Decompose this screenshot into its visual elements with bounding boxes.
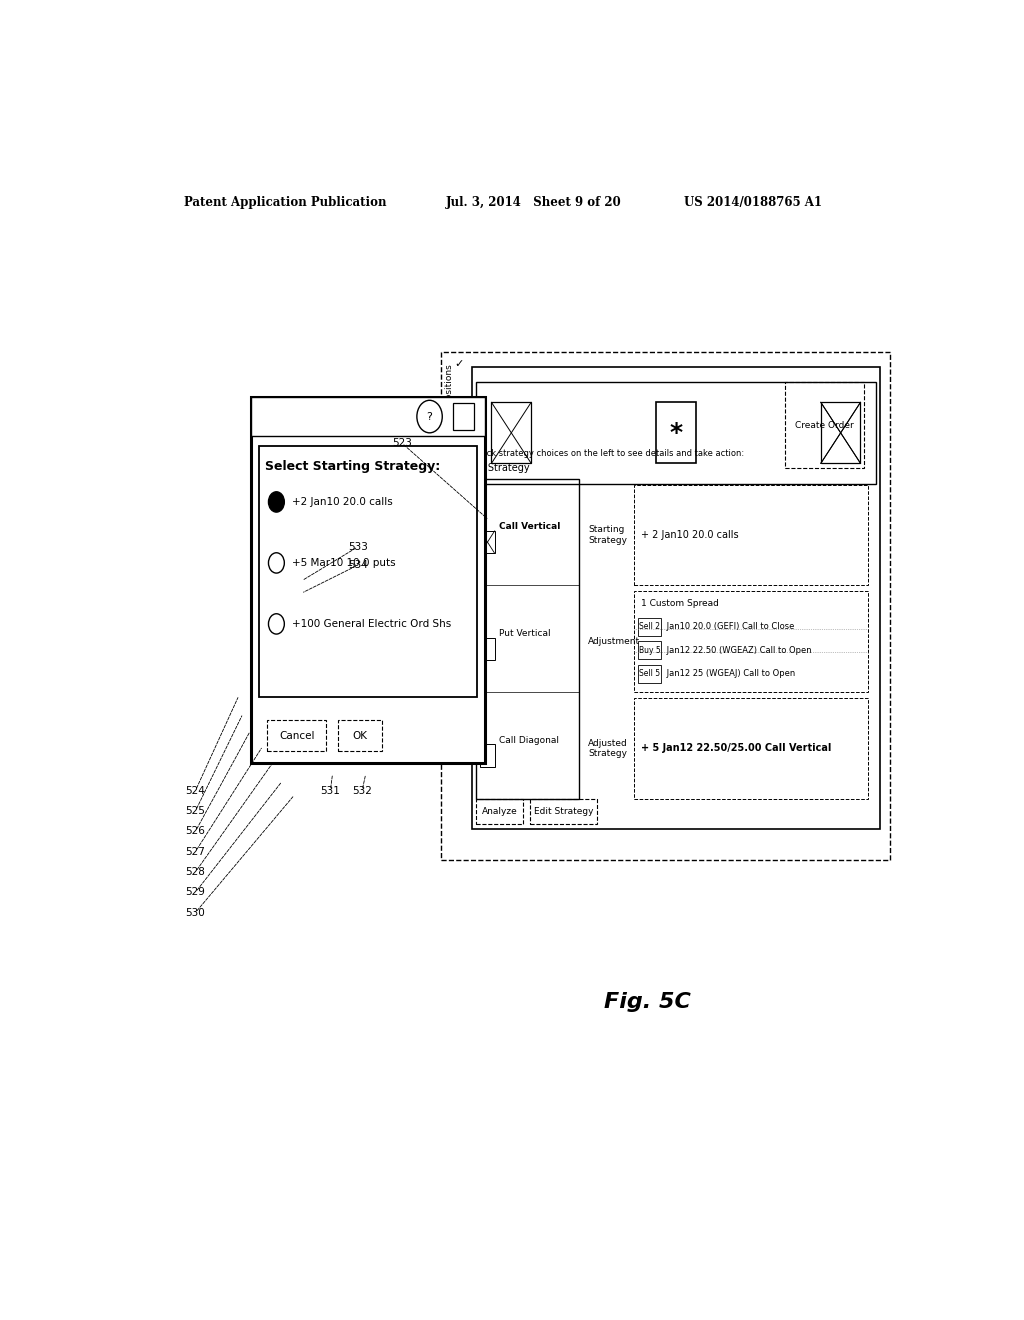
Text: 525: 525 <box>185 807 206 816</box>
FancyBboxPatch shape <box>338 721 382 751</box>
Text: 533: 533 <box>348 541 368 552</box>
Text: ✓: ✓ <box>455 359 464 368</box>
FancyBboxPatch shape <box>251 397 485 763</box>
Text: + 5 Jan12 22.50/25.00 Call Vertical: + 5 Jan12 22.50/25.00 Call Vertical <box>641 743 831 754</box>
FancyBboxPatch shape <box>267 721 327 751</box>
FancyBboxPatch shape <box>259 446 477 697</box>
Text: 529: 529 <box>185 887 206 898</box>
Text: Sell 5: Sell 5 <box>639 669 659 678</box>
Text: 531: 531 <box>321 785 340 796</box>
Text: 527: 527 <box>185 846 206 857</box>
Text: Patent Application Publication: Patent Application Publication <box>183 195 386 209</box>
Text: Include Existing Positions: Include Existing Positions <box>444 364 454 479</box>
Text: 530: 530 <box>185 908 206 917</box>
Text: OK: OK <box>352 731 368 741</box>
Text: Adjustment: Adjustment <box>588 638 640 647</box>
Text: Jan12 25 (WGEAJ) Call to Open: Jan12 25 (WGEAJ) Call to Open <box>664 669 795 678</box>
Text: Fig. 5C: Fig. 5C <box>604 993 691 1012</box>
Text: 526: 526 <box>185 826 206 837</box>
Text: Adjusted
Strategy: Adjusted Strategy <box>588 739 628 758</box>
Text: +2 Jan10 20.0 calls: +2 Jan10 20.0 calls <box>292 496 393 507</box>
Text: 523: 523 <box>392 438 412 447</box>
Text: Click strategy choices on the left to see details and take action:: Click strategy choices on the left to se… <box>475 449 743 458</box>
Text: Call Diagonal: Call Diagonal <box>500 735 559 744</box>
Text: 1 Custom Spread: 1 Custom Spread <box>641 599 719 609</box>
Text: 532: 532 <box>352 785 372 796</box>
Text: Jan12 22.50 (WGEAZ) Call to Open: Jan12 22.50 (WGEAZ) Call to Open <box>664 645 811 655</box>
Text: ④ Strategy: ④ Strategy <box>475 463 529 474</box>
Text: Put Vertical: Put Vertical <box>500 628 551 638</box>
Text: Sell 2: Sell 2 <box>639 623 659 631</box>
Text: Starting
Strategy: Starting Strategy <box>588 525 628 545</box>
Text: ?: ? <box>427 412 432 421</box>
Text: US 2014/0188765 A1: US 2014/0188765 A1 <box>684 195 821 209</box>
Text: Jul. 3, 2014   Sheet 9 of 20: Jul. 3, 2014 Sheet 9 of 20 <box>445 195 622 209</box>
FancyBboxPatch shape <box>454 404 474 430</box>
Text: Call Vertical: Call Vertical <box>500 523 561 531</box>
Text: *: * <box>670 421 683 445</box>
Text: Analyze: Analyze <box>481 807 517 816</box>
Text: 528: 528 <box>185 867 206 876</box>
Text: Jan10 20.0 (GEFI) Call to Close: Jan10 20.0 (GEFI) Call to Close <box>664 623 794 631</box>
Text: Create Order: Create Order <box>796 421 854 430</box>
Text: +5 Mar10 10.0 puts: +5 Mar10 10.0 puts <box>292 558 396 568</box>
Text: 534: 534 <box>348 560 368 570</box>
Text: +100 General Electric Ord Shs: +100 General Electric Ord Shs <box>292 619 452 628</box>
Text: Edit Strategy: Edit Strategy <box>534 807 593 816</box>
FancyBboxPatch shape <box>251 397 485 436</box>
Text: 524: 524 <box>185 785 206 796</box>
Text: + 2 Jan10 20.0 calls: + 2 Jan10 20.0 calls <box>641 529 738 540</box>
Text: Cancel: Cancel <box>279 731 314 741</box>
Text: Buy 5: Buy 5 <box>639 645 660 655</box>
Text: Select Starting Strategy:: Select Starting Strategy: <box>265 459 440 473</box>
Circle shape <box>268 492 285 512</box>
